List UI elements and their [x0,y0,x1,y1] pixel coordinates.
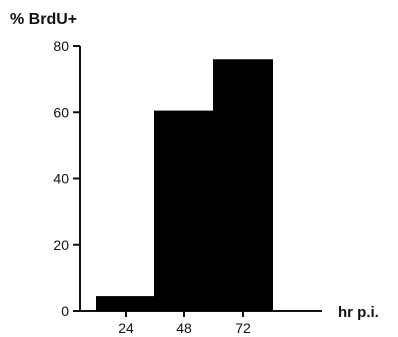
y-ticks-group: 0 20 40 60 80 [53,38,80,319]
bar-48 [154,110,214,311]
x-tick-label: 72 [235,320,251,336]
y-tick-label: 60 [53,104,69,120]
x-tick-label: 48 [176,320,192,336]
y-tick-label: 40 [53,171,69,187]
x-tick-label: 24 [118,320,134,336]
y-tick-label: 80 [53,38,69,54]
y-tick-label: 0 [61,303,69,319]
x-ticks-group: 24 48 72 [118,311,251,336]
x-axis-label: hr p.i. [338,304,379,321]
y-tick-label: 20 [53,237,69,253]
y-axis-label: % BrdU+ [10,11,77,28]
bar-72 [213,59,273,311]
bar-24 [96,296,156,311]
bars-group [96,59,273,311]
